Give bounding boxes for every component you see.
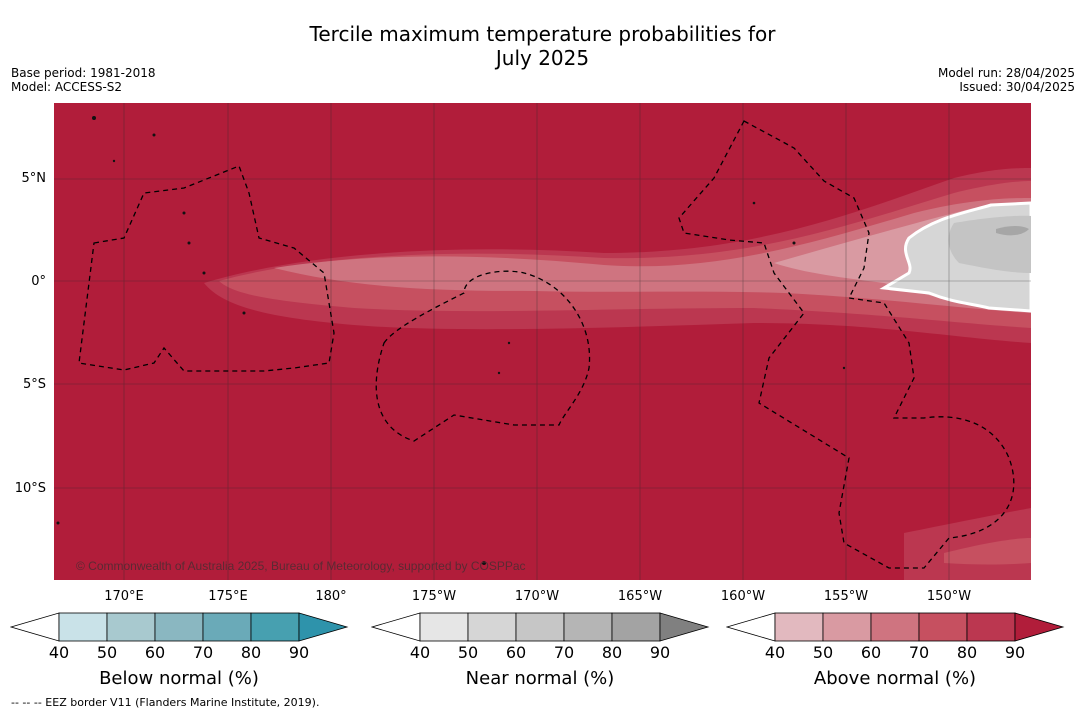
colorbar-tick-label: 70 [192,643,214,662]
colorbar-tick-label: 80 [956,643,978,662]
colorbar-segment [774,612,824,642]
colorbar-segment [467,612,517,642]
map-title-line2: July 2025 [495,46,590,70]
eez-border-east [678,120,1015,569]
colorbar-segment [106,612,156,642]
colorbar-tick-label: 70 [908,643,930,662]
colorbar-tick-label: 50 [812,643,834,662]
map-background [54,103,1031,580]
map-copyright: © Commonwealth of Australia 2025, Bureau… [76,559,526,573]
colorbar-segment [154,612,204,642]
lon-label-170e: 170°E [104,589,144,604]
cbar-above-upper-extend [1014,612,1065,642]
colorbar-segment [611,612,661,642]
islands [56,116,846,565]
colorbar-title-above: Above normal (%) [813,668,977,689]
lat-label-5s: 5°S [22,377,46,392]
colorbar-tick-label: 80 [601,643,623,662]
colorbar-tick-label: 40 [764,643,786,662]
colorbar-above-normal [726,612,1065,642]
colorbar-below-normal [10,612,349,642]
colorbar-tick-label: 60 [144,643,166,662]
cbar-near-upper-extend [659,612,710,642]
model-run: Model run: 28/04/2025 [937,66,1075,80]
colorbar-segment [918,612,968,642]
cbar-above-lower-extend [726,612,776,642]
near-normal-80-region [996,226,1029,236]
issued-date: Issued: 30/04/2025 [959,80,1075,94]
colorbar-title-below: Below normal (%) [99,668,259,689]
colorbar-tick-label: 40 [409,643,431,662]
lat-label-10s: 10°S [14,481,46,496]
colorbar-tick-label: 60 [860,643,882,662]
lon-label-150w: 150°W [926,589,972,604]
cbar-below-lower-extend [10,612,60,642]
colorbar-tick-label: 90 [288,643,310,662]
band-south-east-70 [944,538,1031,565]
lat-label-0: 0° [31,274,46,289]
colorbar-segment [58,612,108,642]
colorbar-tick-label: 90 [1004,643,1026,662]
lon-label-165w: 165°W [617,589,663,604]
colorbar-tick-label: 90 [649,643,671,662]
probability-map: © Commonwealth of Australia 2025, Bureau… [54,103,1031,580]
eez-border-west [78,165,335,372]
lon-label-170w: 170°W [514,589,560,604]
colorbar-tick-label: 40 [48,643,70,662]
lon-label-180: 180° [315,589,347,604]
base-period: Base period: 1981-2018 [11,66,156,80]
colorbar-tick-label: 50 [457,643,479,662]
colorbar-tick-label: 50 [96,643,118,662]
cbar-near-lower-extend [371,612,421,642]
eez-footnote: -- -- -- EEZ border V11 (Flanders Marine… [11,696,320,709]
colorbar-tick-label: 80 [240,643,262,662]
lon-label-160w: 160°W [720,589,766,604]
colorbar-tick-label: 70 [553,643,575,662]
colorbar-segment [966,612,1016,642]
colorbar-title-near: Near normal (%) [465,668,615,689]
colorbar-segment [870,612,920,642]
colorbar-segment [515,612,565,642]
colorbar-segment [563,612,613,642]
colorbar-tick-label: 60 [505,643,527,662]
band-60 [274,198,1031,313]
colorbar-segment [250,612,300,642]
colorbar-segment [822,612,872,642]
lat-label-5n: 5°N [21,171,47,186]
lon-label-155w: 155°W [823,589,869,604]
map-title-line1: Tercile maximum temperature probabilitie… [309,22,776,46]
eez-borders [78,120,1015,569]
graticule [54,103,1031,580]
eez-border-central [375,270,591,442]
lon-label-175w: 175°W [411,589,457,604]
colorbar-segment [202,612,252,642]
colorbar-near-normal [371,612,710,642]
lon-label-175e: 175°E [208,589,248,604]
model-name: Model: ACCESS-S2 [11,80,123,94]
cbar-below-upper-extend [298,612,349,642]
colorbar-segment [419,612,469,642]
